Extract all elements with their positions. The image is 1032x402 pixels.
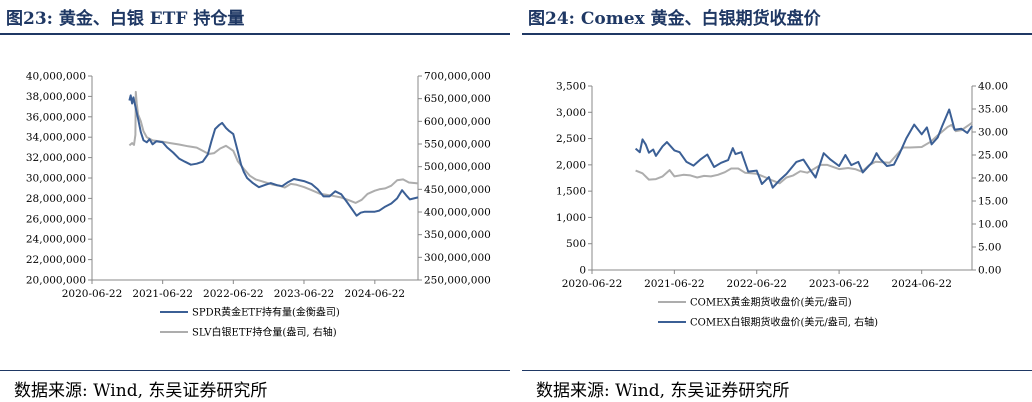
y-tick-label: 2,500	[556, 133, 586, 145]
y-tick-label: 1,500	[556, 186, 586, 198]
y-tick-label: 36,000,000	[26, 111, 86, 123]
y-tick-label: 40,000,000	[26, 71, 86, 83]
y2-tick-label: 350,000,000	[424, 229, 491, 241]
y-tick-label: 22,000,000	[26, 254, 86, 266]
y-tick-label: 20,000,000	[26, 275, 86, 287]
y2-tick-label: 5.00	[978, 242, 1001, 254]
series-line	[635, 121, 973, 185]
source-note: 数据来源: Wind, 东吴证券研究所	[14, 381, 268, 401]
y-tick-label: 34,000,000	[26, 132, 86, 144]
y-tick-label: 0	[579, 265, 586, 277]
y-tick-label: 1,000	[556, 212, 586, 224]
x-tick-label: 2022-06-22	[203, 288, 264, 300]
legend-label: SLV白银ETF持仓量(盎司, 右轴)	[192, 326, 337, 339]
y-tick-label: 26,000,000	[26, 213, 86, 225]
source-note: 数据来源: Wind, 东吴证券研究所	[536, 381, 790, 401]
x-tick-label: 2022-06-22	[726, 278, 787, 290]
legend-label: COMEX白银期货收盘价(美元/盎司, 右轴)	[690, 316, 878, 329]
y-tick-label: 38,000,000	[26, 91, 86, 103]
y-tick-label: 2,000	[556, 159, 586, 171]
y2-tick-label: 0.00	[978, 265, 1001, 277]
x-tick-label: 2024-06-22	[345, 288, 406, 300]
etf-holdings-chart: 20,000,000 22,000,000 24,000,000 26,000,000…	[26, 71, 491, 339]
y-tick-label: 500	[566, 238, 586, 250]
y2-tick-label: 25.00	[978, 150, 1008, 162]
chart-title: 图24: Comex 黄金、白银期货收盘价	[528, 9, 821, 29]
y2-tick-label: 700,000,000	[424, 71, 491, 83]
y2-tick-label: 250,000,000	[424, 275, 491, 287]
y2-tick-label: 450,000,000	[424, 184, 491, 196]
x-tick-label: 2020-06-22	[562, 278, 623, 290]
x-tick-label: 2024-06-22	[891, 278, 952, 290]
series-line	[128, 94, 419, 217]
chart-title: 图23: 黄金、白银 ETF 持仓量	[6, 9, 245, 29]
y-tick-label: 3,500	[556, 81, 586, 93]
x-tick-label: 2023-06-22	[809, 278, 870, 290]
y-tick-label: 30,000,000	[26, 173, 86, 185]
legend-label: SPDR黄金ETF持有量(金衡盎司)	[192, 306, 340, 319]
x-tick-label: 2021-06-22	[132, 288, 193, 300]
source-rule	[522, 370, 1032, 371]
x-tick-label: 2023-06-22	[274, 288, 335, 300]
y-tick-label: 24,000,000	[26, 234, 86, 246]
y2-tick-label: 30.00	[978, 127, 1008, 139]
y-tick-label: 3,000	[556, 107, 586, 119]
y2-tick-label: 10.00	[978, 219, 1008, 231]
x-tick-label: 2021-06-22	[644, 278, 705, 290]
title-rule	[0, 33, 510, 35]
title-rule	[522, 33, 1032, 35]
y2-tick-label: 15.00	[978, 196, 1008, 208]
legend-label: COMEX黄金期货收盘价(美元/盎司)	[690, 296, 852, 309]
chart-panel-comex-prices: 图24: Comex 黄金、白银期货收盘价 0 500 1,000 1,500 2,00…	[522, 0, 1032, 402]
series-line	[634, 108, 973, 189]
chart-panel-etf-holdings: 图23: 黄金、白银 ETF 持仓量 20,000,000 22,000,000 2…	[0, 0, 510, 402]
y2-tick-label: 20.00	[978, 173, 1008, 185]
y2-tick-label: 35.00	[978, 104, 1008, 116]
y2-tick-label: 400,000,000	[424, 207, 491, 219]
y2-tick-label: 40.00	[978, 81, 1008, 93]
y2-tick-label: 500,000,000	[424, 161, 491, 173]
y2-tick-label: 650,000,000	[424, 93, 491, 105]
series-line	[128, 90, 419, 204]
source-rule	[0, 370, 510, 371]
y2-tick-label: 600,000,000	[424, 116, 491, 128]
y2-tick-label: 300,000,000	[424, 252, 491, 264]
x-tick-label: 2020-06-22	[62, 288, 123, 300]
y2-tick-label: 550,000,000	[424, 139, 491, 151]
y-tick-label: 32,000,000	[26, 152, 86, 164]
y-tick-label: 28,000,000	[26, 193, 86, 205]
comex-prices-chart: 0 500 1,000 1,500 2,000 2,500 3,000 3,500 0.00 5.…	[556, 81, 1008, 329]
